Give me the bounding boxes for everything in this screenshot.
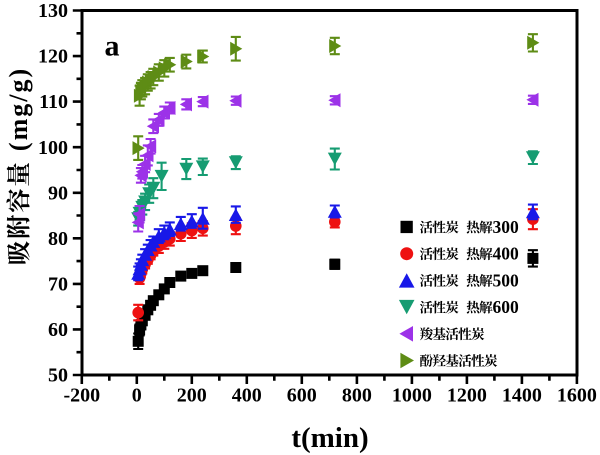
svg-text:1400: 1400: [502, 385, 542, 407]
svg-text:110: 110: [39, 91, 68, 113]
svg-text:50: 50: [48, 365, 68, 387]
svg-text:600: 600: [493, 297, 520, 317]
svg-text:(mg/g): (mg/g): [4, 67, 33, 151]
svg-text:600: 600: [287, 385, 317, 407]
svg-text:130: 130: [38, 0, 68, 22]
svg-text:0: 0: [132, 385, 142, 407]
svg-text:a: a: [105, 30, 120, 63]
svg-text:400: 400: [232, 385, 262, 407]
svg-text:1600: 1600: [557, 385, 597, 407]
svg-text:800: 800: [342, 385, 372, 407]
svg-text:400: 400: [493, 244, 520, 264]
svg-text:1200: 1200: [447, 385, 487, 407]
svg-text:60: 60: [48, 319, 68, 341]
svg-text:t(min): t(min): [291, 422, 368, 454]
svg-text:500: 500: [493, 270, 520, 290]
svg-text:1000: 1000: [392, 385, 432, 407]
svg-text:90: 90: [48, 182, 68, 204]
svg-text:80: 80: [48, 228, 68, 250]
svg-text:120: 120: [38, 46, 68, 68]
svg-text:-200: -200: [63, 385, 100, 407]
svg-text:70: 70: [48, 274, 68, 296]
svg-text:100: 100: [38, 137, 68, 159]
svg-text:300: 300: [493, 217, 520, 237]
svg-text:200: 200: [177, 385, 207, 407]
